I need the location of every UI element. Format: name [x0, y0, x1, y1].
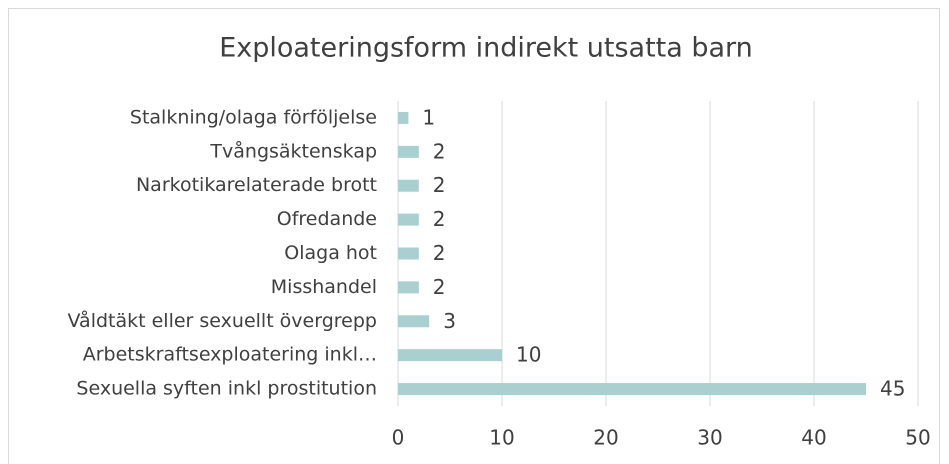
chart-title: Exploateringsform indirekt utsatta barn: [219, 33, 753, 64]
y-tick-label: Stalkning/olaga förföljelse: [130, 106, 377, 128]
y-tick-label: Olaga hot: [284, 242, 377, 264]
y-tick-label: Våldtäkt eller sexuellt övergrepp: [68, 309, 377, 332]
y-tick-label: Tvångsäktenskap: [209, 139, 377, 162]
bar: [398, 213, 419, 226]
bar: [398, 111, 409, 124]
y-tick-label: Ofredande: [277, 208, 377, 230]
data-label: 45: [880, 377, 905, 401]
bar: [398, 247, 419, 260]
y-tick-label: Sexuella syften inkl prostitution: [76, 378, 377, 400]
data-label: 2: [433, 241, 446, 265]
bar: [398, 179, 419, 192]
data-label: 2: [433, 173, 446, 197]
data-label: 10: [516, 343, 541, 367]
y-tick-label: Arbetskraftsexploatering inkl…: [83, 344, 377, 366]
bar: [398, 315, 430, 328]
y-tick-label: Narkotikarelaterade brott: [136, 174, 377, 196]
x-tick-label: 0: [392, 426, 405, 450]
bar: [398, 145, 419, 158]
data-label: 2: [433, 275, 446, 299]
x-tick-label: 20: [593, 426, 618, 450]
data-label: 1: [422, 105, 435, 129]
bar: [398, 383, 866, 396]
x-tick-label: 30: [697, 426, 722, 450]
data-label: 2: [433, 139, 446, 163]
y-tick-label: Misshandel: [271, 276, 377, 298]
data-label: 3: [443, 309, 456, 333]
bar: [398, 281, 419, 294]
data-label: 2: [433, 207, 446, 231]
x-tick-label: 50: [905, 426, 930, 450]
bar: [398, 349, 502, 362]
x-tick-label: 40: [801, 426, 826, 450]
x-tick-label: 10: [489, 426, 514, 450]
